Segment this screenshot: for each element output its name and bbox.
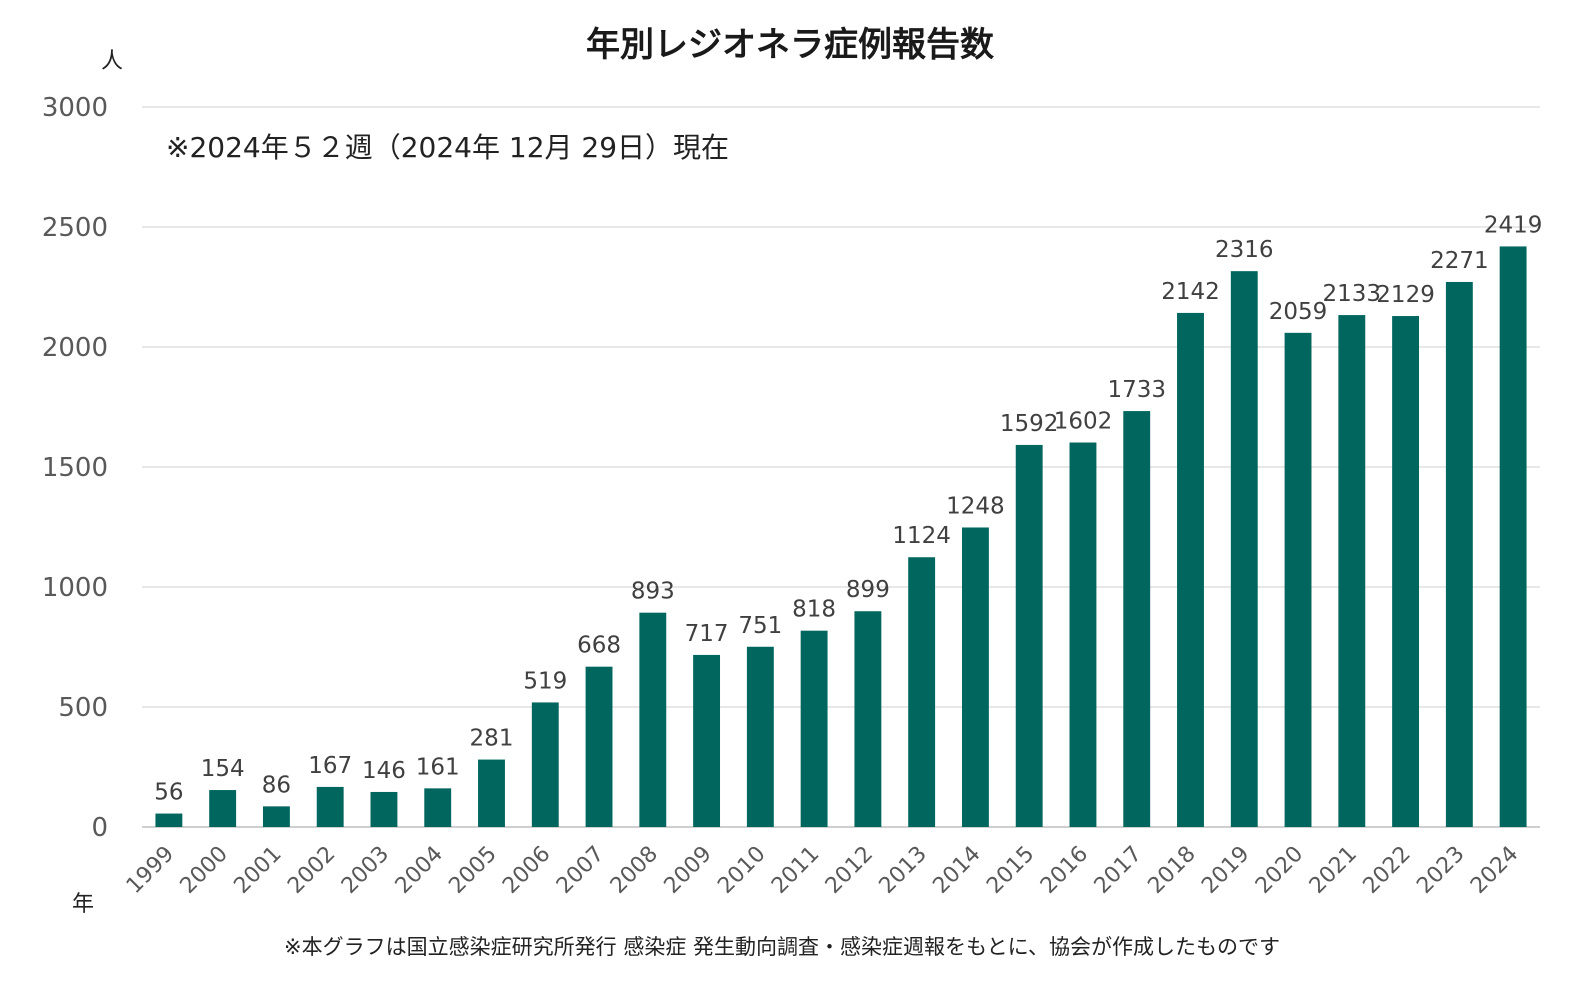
bar-2021 <box>1338 315 1366 827</box>
y-tick-label: 0 <box>91 813 108 843</box>
data-label-2001: 86 <box>262 772 291 798</box>
data-label-2013: 1124 <box>892 523 951 549</box>
x-axis-ticks: 1999200020012002200320042005200620072008… <box>122 842 1524 899</box>
x-tick-label-2019: 2019 <box>1197 842 1254 899</box>
data-label-2018: 2142 <box>1161 279 1220 305</box>
data-label-2008: 893 <box>631 579 675 605</box>
x-tick-label-2008: 2008 <box>606 842 663 899</box>
y-tick-label: 1000 <box>42 573 108 603</box>
bar-2010 <box>746 646 774 827</box>
data-label-2004: 161 <box>416 754 460 780</box>
data-label-2005: 281 <box>470 726 514 752</box>
gridlines <box>142 106 1540 828</box>
bar-2007 <box>585 666 613 827</box>
x-tick-label-2024: 2024 <box>1466 842 1523 899</box>
bar-2005 <box>478 759 505 827</box>
data-label-2016: 1602 <box>1054 409 1113 435</box>
x-tick-label-2011: 2011 <box>767 842 824 899</box>
data-label-2009: 717 <box>685 621 729 647</box>
data-label-2006: 519 <box>523 668 567 694</box>
data-label-2010: 751 <box>738 613 782 639</box>
data-label-2020: 2059 <box>1269 299 1328 325</box>
bar-2000 <box>209 790 237 827</box>
bar-2008 <box>639 612 667 827</box>
y-tick-label: 2000 <box>42 333 108 363</box>
x-tick-label-2003: 2003 <box>337 842 394 899</box>
x-tick-label-2020: 2020 <box>1251 842 1308 899</box>
bar-2018 <box>1177 312 1204 827</box>
data-label-2015: 1592 <box>1000 411 1059 437</box>
y-axis-unit-label: 人 <box>101 49 123 74</box>
bar-2009 <box>693 654 721 827</box>
x-tick-label-2021: 2021 <box>1305 842 1362 899</box>
bars <box>155 246 1527 828</box>
source-note: ※本グラフは国立感染症研究所発行 感染症 発生動向調査・感染症週報をもとに、協会… <box>284 935 1280 959</box>
bar-2006 <box>531 702 559 827</box>
bar-2015 <box>1015 444 1043 827</box>
data-label-2017: 1733 <box>1107 377 1166 403</box>
bar-2011 <box>800 630 828 827</box>
x-tick-label-2005: 2005 <box>444 842 501 899</box>
bar-2001 <box>262 806 290 827</box>
data-label-2003: 146 <box>362 758 406 784</box>
data-label-1999: 56 <box>154 780 183 806</box>
x-tick-label-2013: 2013 <box>875 842 932 899</box>
bar-2020 <box>1284 332 1312 827</box>
x-tick-label-2015: 2015 <box>982 842 1039 899</box>
x-tick-label-2022: 2022 <box>1359 842 1416 899</box>
data-label-2021: 2133 <box>1323 281 1382 307</box>
x-tick-label-2017: 2017 <box>1090 842 1147 899</box>
bar-2013 <box>908 557 936 827</box>
data-label-2022: 2129 <box>1376 282 1435 308</box>
x-tick-label-2014: 2014 <box>928 842 985 899</box>
bar-2004 <box>424 788 452 827</box>
data-labels: 56 154 86 167 146 161 281 519 668 893 717 751 818 899… <box>154 212 1542 805</box>
x-tick-label-2006: 2006 <box>498 842 555 899</box>
bar-2024 <box>1499 246 1527 827</box>
chart-title: 年別レジオネラ症例報告数 <box>586 25 994 65</box>
x-tick-label-2004: 2004 <box>391 842 448 899</box>
bar-2023 <box>1445 281 1473 828</box>
data-label-2002: 167 <box>308 753 352 779</box>
data-label-2019: 2316 <box>1215 237 1274 263</box>
chart-note: ※2024年５２週（2024年 12月 29日）現在 <box>166 131 729 164</box>
bar-2002 <box>316 786 344 827</box>
x-tick-label-2001: 2001 <box>229 842 286 899</box>
x-tick-label-2023: 2023 <box>1412 842 1469 899</box>
data-label-2024: 2419 <box>1484 212 1543 238</box>
bar-2014 <box>961 527 989 827</box>
x-tick-label-1999: 1999 <box>122 842 179 899</box>
y-tick-label: 2500 <box>42 213 108 243</box>
x-tick-label-2012: 2012 <box>821 842 878 899</box>
bar-2017 <box>1123 411 1151 827</box>
x-tick-label-2009: 2009 <box>660 842 717 899</box>
data-label-2012: 899 <box>846 577 890 603</box>
x-tick-label-2000: 2000 <box>176 842 233 899</box>
data-label-2011: 818 <box>792 597 836 623</box>
x-tick-label-2018: 2018 <box>1143 842 1200 899</box>
x-tick-label-2002: 2002 <box>283 842 340 899</box>
bar-2022 <box>1392 316 1420 827</box>
bar-2016 <box>1069 442 1097 827</box>
y-tick-label: 1500 <box>42 453 108 483</box>
y-tick-label: 3000 <box>42 93 108 123</box>
bar-2012 <box>854 611 882 827</box>
x-tick-label-2007: 2007 <box>552 842 609 899</box>
y-axis-ticks: 0 500 1000 1500 2000 2500 3000 <box>42 93 108 843</box>
x-tick-label-2010: 2010 <box>713 842 770 899</box>
data-label-2023: 2271 <box>1430 248 1489 274</box>
x-tick-label-2016: 2016 <box>1036 842 1093 899</box>
bar-2019 <box>1230 271 1258 827</box>
bar-2003 <box>370 791 398 827</box>
y-tick-label: 500 <box>58 693 108 723</box>
data-label-2014: 1248 <box>946 493 1005 519</box>
x-axis-unit-label: 年 <box>72 892 94 917</box>
bar-1999 <box>155 813 183 827</box>
data-label-2000: 154 <box>201 756 245 782</box>
data-label-2007: 668 <box>577 633 621 659</box>
